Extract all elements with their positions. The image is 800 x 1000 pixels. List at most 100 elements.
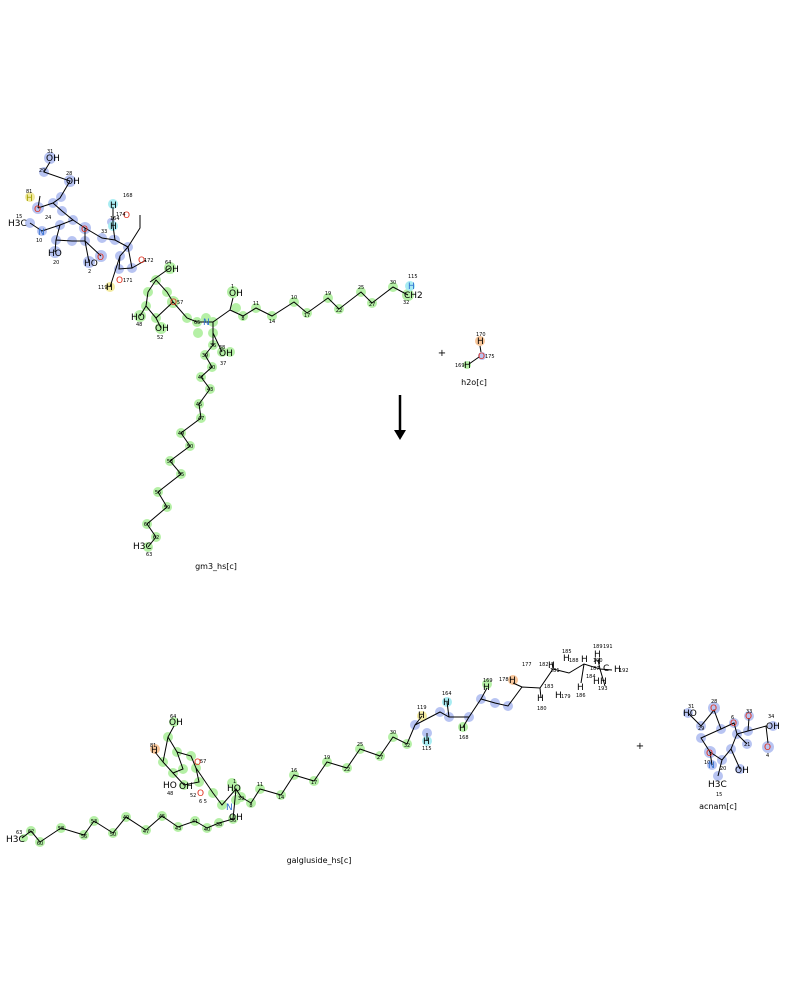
gm3-o-172: O (138, 256, 145, 266)
gm3-chain-a-atom-number: 17 (304, 313, 310, 319)
gal-bottom-chain-atom-number: 43 (175, 826, 181, 832)
gal-label-186: 186 (576, 693, 586, 699)
gal-label-52: 52 (190, 793, 196, 799)
gal-oh-37: OH (229, 813, 243, 823)
svg-text:H: H (594, 657, 601, 667)
gal-bottom-chain-atom-number: 56 (81, 834, 87, 840)
gal-bottom-chain-atom-number: 41 (192, 819, 198, 825)
reaction-arrow (394, 395, 406, 440)
gm3-chain-a-atom-number: 14 (269, 319, 275, 325)
svg-text:H: H (537, 694, 544, 704)
gal-label-182: 182 (539, 662, 549, 668)
gal-top-chain-atom-number: 17 (311, 780, 317, 786)
acnam-o-10: O (706, 749, 713, 759)
acnam-label-4: 4 (766, 753, 769, 759)
svg-text:H: H (594, 650, 601, 660)
acnam-label-21: 21 (744, 742, 750, 748)
molecule-water: H 170 O 175 H 169 h2o[c] (455, 332, 495, 387)
gal-label-180: 180 (537, 706, 547, 712)
gm3-label-20: 20 (53, 260, 59, 266)
gal-h3c: H3C (6, 835, 25, 845)
svg-text:H: H (577, 683, 584, 693)
water-h-170: H (477, 337, 484, 347)
gal-top-chain-atom-number: 32 (404, 743, 410, 749)
gal-n-amide: N (226, 803, 233, 813)
gm3-oh-28: OH (66, 177, 80, 187)
gal-bottom-chain-atom-number: 62 (28, 829, 34, 835)
gm3-o-4: O (97, 253, 104, 263)
water-h-169: H (464, 361, 471, 371)
gal-label-81: 81 (150, 743, 156, 749)
gm3-chain-b-atom-number: 60 (144, 522, 150, 528)
gal-bottom-chain-atom-number: 40 (204, 827, 210, 833)
gm3-n-amide: N (38, 228, 45, 238)
gm3-h-81: H (26, 194, 33, 204)
gm3-label-31: 31 (47, 149, 53, 155)
gal-label-187: 187 (590, 666, 600, 672)
gm3-o-6: O (81, 225, 88, 235)
svg-text:H: H (600, 677, 607, 687)
gm3-h3c-end: H3C (133, 542, 152, 552)
gm3-chain-b-atom-number: 53 (167, 459, 173, 465)
gm3-o-57: O (170, 298, 177, 308)
caption-water: h2o[c] (461, 378, 487, 387)
gm3-label-15: 15 (16, 214, 22, 220)
gm3-chain-b-atom-number: 36 (210, 343, 216, 349)
gm3-oh-31: OH (46, 154, 60, 164)
acnam-label-28: 28 (711, 699, 717, 705)
gm3-chain-b-atom-number: 38 (219, 345, 225, 351)
gm3-chain-b-atom-number: 43 (207, 387, 213, 393)
acnam-label-31: 31 (688, 704, 694, 710)
gm3-o-174: O (123, 211, 130, 221)
acnam-h3c: H3C (708, 780, 727, 790)
gal-top-chain-atom-number: 11 (257, 782, 263, 788)
svg-text:H: H (614, 665, 621, 675)
gal-top-chain-numbers: 8 11 14 16 17 19 22 25 27 30 32 (249, 730, 410, 809)
gm3-label-64: 64 (165, 260, 171, 266)
gm3-chain-b-atom-number: 45 (196, 402, 202, 408)
gm3-chain-b-atom-number: 56 (155, 490, 161, 496)
gal-top-chain-atom-number: 25 (357, 742, 363, 748)
gm3-chain-a-atom-number: 22 (336, 308, 342, 314)
gm3-label-171: 171 (123, 278, 133, 284)
gm3-label-174: 174 (116, 212, 126, 218)
gal-top-chain-atom-number: 27 (377, 755, 383, 761)
gal-label-63: 63 (16, 830, 22, 836)
gal-bottom-chain-atom-number: 38 (216, 822, 222, 828)
caption-acnam: acnam[c] (699, 802, 737, 811)
gal-h-119: H (418, 711, 425, 721)
gm3-label-164: 164 (110, 216, 120, 222)
gal-label-177: 177 (522, 662, 532, 668)
acnam-label-29: 29 (698, 726, 704, 732)
gal-label-179: 179 (561, 694, 571, 700)
gm3-n-chain-amide: N (203, 318, 210, 328)
gm3-h-119: H (106, 283, 113, 293)
gal-label-57: 57 (200, 759, 206, 765)
gm3-oh-1: OH (229, 289, 243, 299)
caption-galgluside: galgluside_hs[c] (287, 856, 352, 865)
gm3-chain-a-atom-number: 8 (241, 316, 244, 322)
gm3-ch2: CH2 (404, 291, 423, 301)
gal-bottom-chain-atom-number: 45 (159, 814, 165, 820)
gm3-chain-b-atom-number: 47 (198, 416, 204, 422)
gal-label-189: 189 (593, 644, 603, 650)
acnam-label-34: 34 (768, 714, 774, 720)
acnam-label-6: 6 (731, 715, 734, 721)
gm3-ho-20: HO (48, 249, 62, 259)
gal-o-57: O (194, 758, 201, 768)
gm3-label-29: 29 (39, 168, 45, 174)
water-label-169: 169 (455, 363, 465, 369)
gm3-label-65: 65 (194, 320, 200, 326)
gal-label-188: 188 (569, 658, 579, 664)
gm3-label-10: 10 (36, 238, 42, 244)
molecule-galgluside: OH 64 H 81 O 57 HO 48 OH 52 O 6 5 HO 1 N… (6, 644, 629, 865)
gal-ho-1: HO (227, 784, 241, 794)
gal-label-178: 178 (499, 677, 509, 683)
molecule-acnam: HO 31 O 28 29 O 6 O 33 OH 34 O 4 O 10 N … (683, 699, 780, 811)
gm3-chain-a-atom-number: 10 (291, 295, 297, 301)
gal-bottom-chain-atom-number: 39 (238, 796, 244, 802)
gm3-chain-b-atom-number: 55 (178, 472, 184, 478)
gm3-o-171: O (116, 276, 123, 286)
